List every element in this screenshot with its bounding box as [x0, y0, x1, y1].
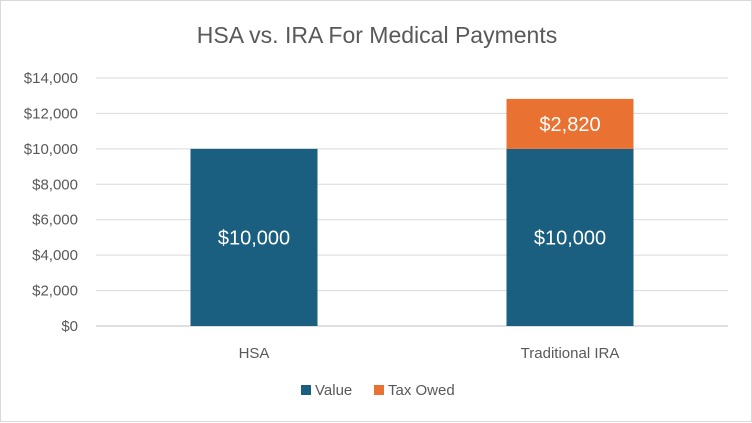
bar-value — [506, 148, 634, 326]
x-category-label: Traditional IRA — [521, 345, 620, 362]
legend-swatch — [374, 385, 384, 395]
y-tick-label: $2,000 — [32, 283, 78, 300]
legend-label: Tax Owed — [388, 382, 455, 399]
legend: Value Tax Owed — [301, 382, 455, 399]
y-axis-ticks: $0 $2,000 $4,000 $6,000 $8,000 $10,000 $12,000… — [24, 70, 78, 335]
data-label: $10,000 — [534, 227, 606, 249]
legend-swatch — [301, 385, 311, 395]
bar-value — [190, 148, 318, 326]
legend-label: Value — [315, 382, 352, 399]
y-tick-label: $0 — [61, 318, 78, 335]
y-tick-label: $4,000 — [32, 247, 78, 264]
y-tick-label: $10,000 — [24, 141, 78, 158]
bar-tax-owed — [506, 98, 634, 149]
y-tick-label: $14,000 — [24, 70, 78, 87]
x-category-label: HSA — [239, 345, 270, 362]
y-tick-label: $8,000 — [32, 176, 78, 193]
data-label: $10,000 — [218, 227, 290, 249]
x-axis-categories: HSA Traditional IRA — [239, 345, 620, 362]
data-label: $2,820 — [539, 114, 600, 136]
chart-title: HSA vs. IRA For Medical Payments — [197, 22, 557, 48]
bars — [190, 98, 634, 326]
data-labels: $10,000 $10,000 $2,820 — [218, 114, 606, 250]
y-tick-label: $6,000 — [32, 212, 78, 229]
y-tick-label: $12,000 — [24, 105, 78, 122]
